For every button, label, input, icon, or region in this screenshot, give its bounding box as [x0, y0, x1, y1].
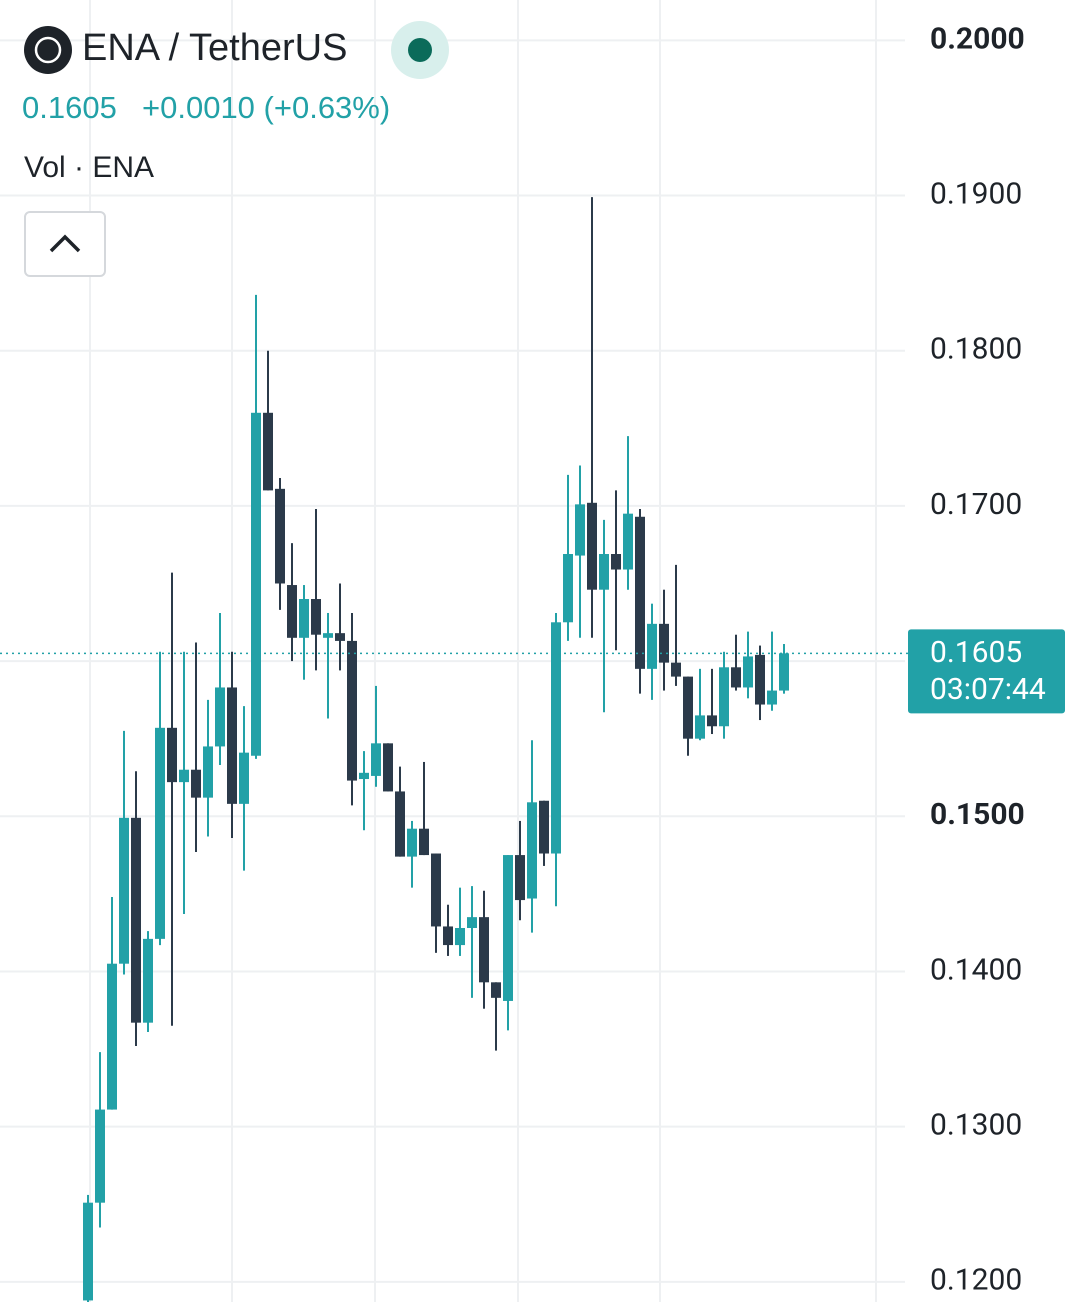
- y-tick-label: 0.1400: [930, 952, 1022, 987]
- candle-body: [455, 928, 465, 946]
- candles: [0, 197, 908, 1302]
- collapse-button[interactable]: [24, 211, 106, 277]
- candle-body: [251, 412, 261, 756]
- candle-body: [143, 938, 153, 1023]
- candle-body: [191, 769, 201, 798]
- candle-body: [575, 504, 585, 556]
- candle-body: [263, 412, 273, 491]
- candle-body: [347, 640, 357, 781]
- candle-body: [407, 828, 417, 857]
- candle-body: [179, 769, 189, 783]
- candle-body: [767, 690, 777, 705]
- candle-body: [503, 855, 513, 1001]
- candle-body: [707, 715, 717, 727]
- candle-body: [95, 1109, 105, 1203]
- y-tick-label: 0.1300: [930, 1108, 1022, 1143]
- candle-body: [635, 516, 645, 669]
- candle-body: [119, 817, 129, 964]
- last-price-label: 0.1605: [930, 635, 1022, 670]
- y-tick-label: 0.1700: [930, 487, 1022, 522]
- candle-body: [539, 800, 549, 854]
- price-change: +0.0010 (+0.63%): [142, 90, 390, 125]
- candle-body: [227, 687, 237, 804]
- candle-body: [731, 667, 741, 688]
- last-price-box: [908, 629, 1065, 714]
- header: ENA / TetherUS 0.1605 +0.0010 (+0.63%) V…: [22, 21, 449, 277]
- candle-body: [527, 802, 537, 899]
- candle-body: [431, 853, 441, 927]
- candle-body: [671, 662, 681, 677]
- candle-body: [683, 676, 693, 739]
- candle-body: [719, 667, 729, 727]
- candle-body: [443, 926, 453, 946]
- candle-body: [755, 654, 765, 705]
- candle-body: [479, 917, 489, 983]
- grid: [0, 39, 905, 1283]
- candle-body: [275, 488, 285, 584]
- candle-body: [563, 554, 573, 623]
- candle-body: [287, 585, 297, 638]
- candle-body: [83, 1202, 93, 1301]
- y-tick-label: 0.2000: [930, 21, 1025, 56]
- status-dot: [408, 38, 432, 62]
- candle-body: [155, 727, 165, 939]
- candle-body: [167, 727, 177, 783]
- candle-body: [299, 599, 309, 638]
- y-tick-label: 0.1200: [930, 1263, 1022, 1298]
- y-tick-label: 0.1900: [930, 176, 1022, 211]
- candle-body: [467, 917, 477, 929]
- candle-body: [323, 633, 333, 638]
- candle-body: [335, 633, 345, 641]
- chart-title: ENA / TetherUS: [82, 27, 347, 69]
- candle-body: [371, 743, 381, 776]
- candle-body: [395, 791, 405, 857]
- candle-body: [107, 963, 117, 1110]
- candle-body: [695, 715, 705, 739]
- coin-logo: [24, 26, 72, 74]
- candle-body: [623, 513, 633, 570]
- candle-body: [311, 599, 321, 635]
- y-tick-label: 0.1800: [930, 332, 1022, 367]
- candle-body: [359, 772, 369, 780]
- y-tick-label: 0.1500: [930, 797, 1025, 832]
- volume-label: Vol · ENA: [24, 151, 154, 184]
- candle-body: [239, 752, 249, 804]
- candle-body: [659, 623, 669, 663]
- candle-body: [599, 554, 609, 590]
- candle-body: [743, 656, 753, 688]
- candle-body: [131, 817, 141, 1023]
- candle-body: [515, 855, 525, 901]
- price-axis: 0.20000.19000.18000.17000.16000.15000.14…: [908, 21, 1065, 1298]
- candle-body: [611, 554, 621, 570]
- candle-body: [383, 743, 393, 792]
- candle-body: [551, 622, 561, 854]
- collapse-icon: [49, 234, 81, 253]
- last-price: 0.1605: [22, 90, 117, 125]
- coin-logo-mark: [34, 36, 62, 64]
- candle-body: [647, 623, 657, 669]
- candle-body: [587, 502, 597, 590]
- candle-body: [419, 828, 429, 856]
- candle-body: [491, 982, 501, 998]
- candle-body: [203, 746, 213, 798]
- countdown-label: 03:07:44: [930, 672, 1046, 707]
- candle-body: [215, 687, 225, 747]
- candle-body: [779, 653, 789, 691]
